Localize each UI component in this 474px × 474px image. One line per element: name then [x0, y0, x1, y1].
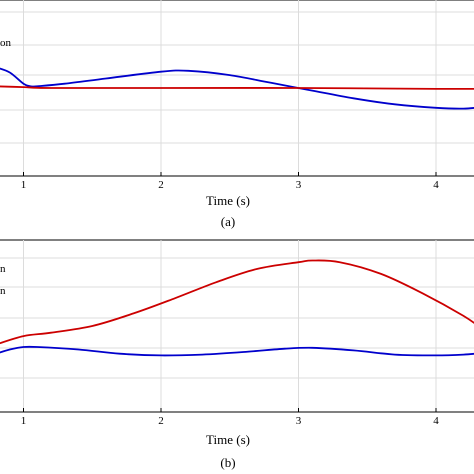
x-tick-label: 1	[21, 179, 27, 191]
panel-a-legend-entry: on	[0, 37, 12, 49]
x-tick-label: 2	[158, 179, 164, 191]
series-line-2	[0, 85, 474, 90]
panel-b-legend-entry-1: n	[0, 263, 6, 275]
series-line-1	[0, 67, 474, 110]
x-tick-label: 3	[296, 179, 302, 191]
panel-b-caption: (b)	[220, 455, 235, 470]
panel-a-grid	[0, 0, 474, 176]
x-tick-label: 3	[296, 415, 302, 427]
panel-a: 1 2 3 4 on Time (s) (a)	[0, 0, 474, 229]
panel-b: 1 2 3 4 n n Time (s) (b)	[0, 239, 474, 470]
x-tick-label: 2	[158, 415, 164, 427]
panel-a-caption: (a)	[221, 214, 235, 229]
panel-b-x-axis-label: Time (s)	[206, 432, 250, 447]
panel-a-x-axis-label: Time (s)	[206, 193, 250, 208]
series-line-2	[0, 345, 474, 357]
panel-a-lines	[0, 67, 474, 110]
x-tick-label: 4	[433, 415, 439, 427]
x-tick-label: 1	[21, 415, 27, 427]
panel-b-ticks: 1 2 3 4	[21, 408, 439, 427]
panel-b-lines	[0, 259, 474, 357]
panel-b-plot-area	[0, 239, 474, 413]
panel-a-ticks: 1 2 3 4	[21, 172, 439, 191]
panel-b-legend-entry-2: n	[0, 285, 6, 297]
series-line-1	[0, 259, 474, 345]
panel-b-grid	[0, 240, 474, 412]
x-tick-label: 4	[433, 179, 439, 191]
